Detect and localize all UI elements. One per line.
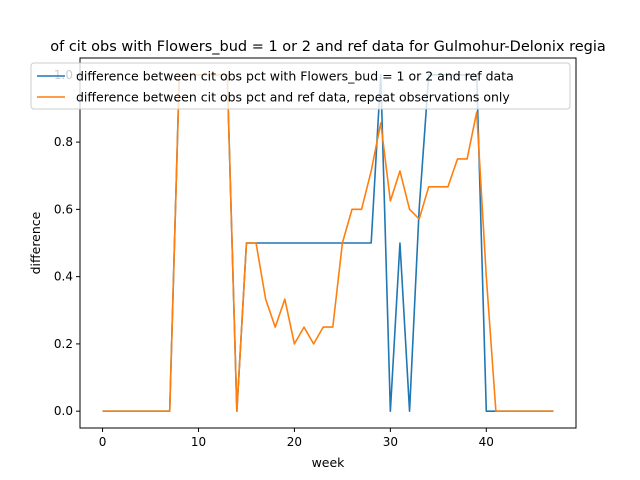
x-tick-label: 30 xyxy=(383,435,398,449)
y-axis-label: difference xyxy=(28,211,43,274)
x-tick-label: 10 xyxy=(191,435,206,449)
plot-frame xyxy=(79,57,577,429)
y-tick-label: 0.8 xyxy=(54,135,73,149)
x-axis-label: week xyxy=(312,455,346,470)
series-line-1 xyxy=(102,74,554,412)
legend-box xyxy=(30,62,571,110)
x-tick-label: 0 xyxy=(99,435,107,449)
x-tick-label: 20 xyxy=(287,435,302,449)
legend: difference between cit obs pct with Flow… xyxy=(30,62,571,110)
y-tick-label: 0.6 xyxy=(54,202,73,216)
chart-title: of cit obs with Flowers_bud = 1 or 2 and… xyxy=(50,39,606,55)
series-line-2 xyxy=(102,74,554,412)
x-tick-label: 40 xyxy=(479,435,494,449)
y-tick-label: 0.2 xyxy=(54,337,73,351)
y-tick-label: 0.0 xyxy=(54,404,73,418)
legend-entry-1: difference between cit obs pct with Flow… xyxy=(76,69,514,84)
legend-entry-2: difference between cit obs pct and ref d… xyxy=(76,90,510,105)
y-tick-label: 0.4 xyxy=(54,270,73,284)
